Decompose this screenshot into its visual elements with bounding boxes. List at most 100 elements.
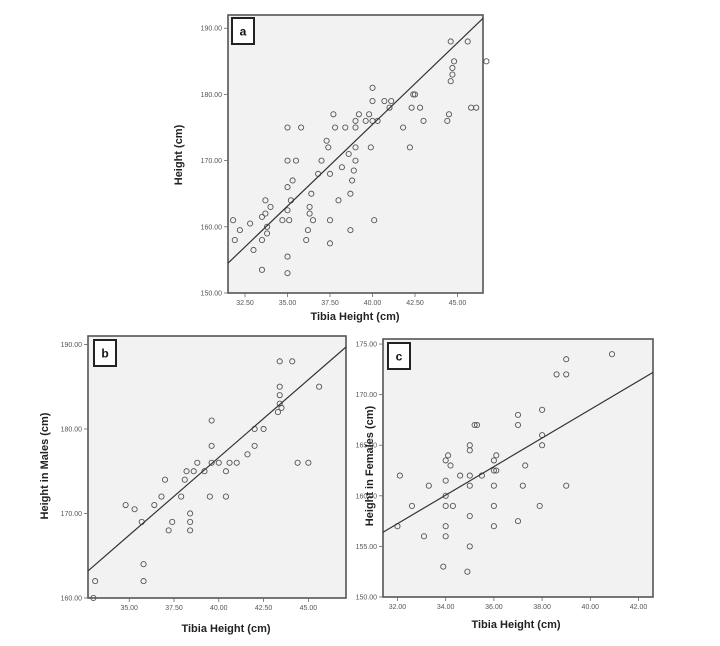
data-point bbox=[264, 223, 271, 230]
data-point bbox=[464, 38, 471, 45]
data-point bbox=[490, 467, 497, 474]
data-point bbox=[284, 253, 291, 260]
data-point bbox=[519, 482, 526, 489]
data-point bbox=[335, 197, 342, 204]
data-point bbox=[262, 210, 269, 217]
data-point bbox=[226, 459, 233, 466]
y-tick-label: 160.00 bbox=[61, 596, 83, 603]
data-point bbox=[410, 91, 417, 98]
data-point bbox=[442, 502, 449, 509]
data-point bbox=[514, 518, 522, 525]
data-point bbox=[309, 217, 317, 224]
data-point bbox=[449, 71, 456, 78]
data-point bbox=[222, 468, 230, 475]
y-tick-label: 160.00 bbox=[201, 224, 223, 231]
data-point bbox=[386, 104, 393, 111]
data-point bbox=[608, 351, 616, 358]
data-point bbox=[264, 230, 271, 237]
x-tick-label: 45.00 bbox=[300, 605, 318, 612]
data-point bbox=[215, 459, 222, 466]
x-tick-label: 37.50 bbox=[321, 300, 339, 307]
panel-label: b bbox=[101, 347, 108, 361]
data-point bbox=[298, 124, 305, 131]
data-point bbox=[306, 210, 313, 217]
data-point bbox=[274, 409, 281, 416]
plot-area bbox=[87, 335, 347, 599]
data-point bbox=[362, 117, 369, 124]
data-point bbox=[369, 84, 376, 91]
data-point bbox=[349, 177, 356, 184]
data-point bbox=[323, 137, 330, 144]
data-point bbox=[306, 203, 313, 211]
data-point bbox=[305, 459, 312, 466]
x-tick-label: 45.00 bbox=[449, 300, 467, 307]
data-point bbox=[466, 513, 473, 520]
data-point bbox=[208, 442, 215, 449]
data-point bbox=[355, 111, 362, 118]
data-point bbox=[442, 533, 449, 540]
data-point bbox=[442, 457, 449, 464]
data-point bbox=[420, 117, 427, 124]
data-point bbox=[325, 144, 332, 151]
data-point bbox=[563, 356, 570, 363]
data-point bbox=[122, 501, 129, 509]
data-point bbox=[244, 451, 251, 458]
data-point bbox=[187, 518, 194, 525]
data-point bbox=[471, 421, 478, 429]
data-point bbox=[396, 472, 403, 479]
data-point bbox=[490, 457, 497, 464]
x-tick-label: 32.00 bbox=[389, 604, 407, 611]
data-point bbox=[262, 197, 269, 204]
data-point bbox=[457, 472, 464, 479]
y-tick-label: 170.00 bbox=[201, 158, 223, 165]
data-point bbox=[247, 220, 254, 227]
data-point bbox=[440, 563, 447, 570]
data-point bbox=[284, 124, 291, 131]
x-axis-title: Tibia Height (cm) bbox=[471, 619, 560, 631]
data-point bbox=[181, 476, 188, 483]
data-point bbox=[326, 170, 334, 177]
data-point bbox=[92, 578, 99, 585]
data-point bbox=[260, 425, 267, 433]
data-point bbox=[347, 227, 354, 234]
data-point bbox=[514, 421, 522, 429]
data-point bbox=[367, 144, 374, 151]
data-point bbox=[258, 266, 266, 273]
panel-label-box bbox=[231, 17, 255, 45]
data-point bbox=[442, 523, 449, 530]
x-tick-label: 35.00 bbox=[120, 605, 138, 612]
data-point bbox=[258, 213, 266, 220]
y-tick-label: 190.00 bbox=[201, 26, 223, 33]
regression-line bbox=[87, 346, 347, 572]
data-point bbox=[140, 578, 147, 585]
data-point bbox=[222, 493, 230, 500]
data-point bbox=[338, 164, 345, 171]
data-point bbox=[539, 442, 546, 449]
data-point bbox=[332, 124, 339, 131]
x-tick-label: 38.00 bbox=[533, 604, 551, 611]
x-tick-label: 37.50 bbox=[165, 605, 183, 612]
data-point bbox=[490, 502, 497, 509]
y-axis-title: Height (cm) bbox=[173, 124, 185, 185]
y-tick-label: 170.00 bbox=[356, 392, 378, 399]
x-tick-label: 32.50 bbox=[236, 300, 254, 307]
data-point bbox=[445, 111, 453, 118]
data-point bbox=[449, 64, 456, 72]
data-point bbox=[553, 371, 560, 378]
data-point bbox=[250, 246, 257, 254]
data-point bbox=[161, 476, 169, 483]
data-point bbox=[284, 157, 291, 164]
data-point bbox=[208, 459, 215, 466]
data-point bbox=[466, 543, 473, 550]
data-point bbox=[206, 493, 213, 500]
data-point bbox=[447, 462, 454, 469]
y-axis-title: Height in Males (cm) bbox=[39, 412, 51, 519]
data-point bbox=[473, 104, 480, 111]
data-point bbox=[493, 452, 500, 459]
data-point bbox=[169, 518, 176, 525]
y-tick-label: 170.00 bbox=[61, 511, 83, 518]
panel-label-box bbox=[93, 339, 117, 367]
data-point bbox=[187, 510, 194, 517]
y-tick-label: 150.00 bbox=[201, 291, 223, 298]
